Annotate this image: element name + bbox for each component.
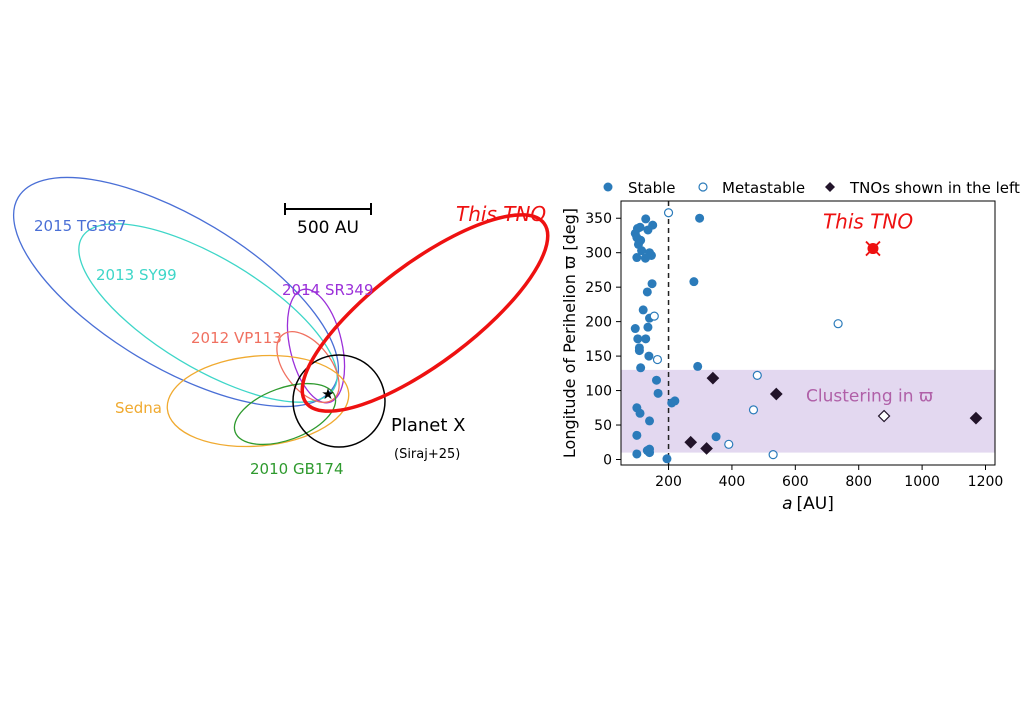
stable-point xyxy=(641,334,651,344)
stable-point xyxy=(632,430,642,440)
orbit-this-tno xyxy=(300,213,550,413)
label-2013-sy99: 2013 SY99 xyxy=(96,266,177,284)
shown-tno-point xyxy=(706,371,720,385)
stable-point xyxy=(638,305,648,315)
stable-point xyxy=(640,253,650,263)
y-tick-label: 100 xyxy=(585,384,612,400)
x-axis-label-symbol: a xyxy=(782,494,792,514)
metastable-point xyxy=(833,319,843,329)
clustering-label: Clustering in ϖ xyxy=(806,386,933,406)
metastable-point xyxy=(724,439,734,449)
y-tick-label: 200 xyxy=(585,315,612,331)
stable-point xyxy=(647,279,657,289)
metastable-point xyxy=(652,354,663,365)
label-2010-gb174: 2010 GB174 xyxy=(250,460,344,478)
stable-point xyxy=(689,277,699,287)
label-2012-vp113: 2012 VP113 xyxy=(191,329,282,347)
legend-shown-label: TNOs shown in the left xyxy=(849,179,1020,197)
x-axis-label: a [AU] xyxy=(782,494,834,514)
this-tno-label: This TNO xyxy=(823,210,913,234)
this-tno-marker xyxy=(865,240,881,257)
stable-point xyxy=(695,213,705,223)
label-2014-sr349: 2014 SR349 xyxy=(282,281,374,299)
shown-tno-point xyxy=(684,435,698,449)
y-tick-label: 350 xyxy=(585,211,612,227)
orbit-2015-tg387 xyxy=(12,176,340,408)
stable-point xyxy=(633,334,643,344)
clustering-band xyxy=(621,369,995,453)
legend-metastable-marker xyxy=(698,182,708,192)
orbit-2012-vp113 xyxy=(276,331,340,403)
stable-point xyxy=(653,388,663,398)
shown-tno-point xyxy=(877,409,891,423)
metastable-point xyxy=(649,311,659,321)
label-this-tno: This TNO xyxy=(456,202,546,226)
metastable-point xyxy=(748,405,759,415)
stable-point xyxy=(693,361,703,371)
legend-stable-marker xyxy=(603,182,613,192)
stable-point xyxy=(645,448,655,458)
orbit-2010-gb174 xyxy=(233,382,337,446)
stable-point xyxy=(637,246,647,256)
orbit-sedna xyxy=(166,354,350,448)
label-sedna: Sedna xyxy=(115,399,162,417)
y-tick-label: 50 xyxy=(594,418,612,434)
stable-point xyxy=(651,375,661,385)
y-tick-label: 0 xyxy=(603,452,612,468)
legend: Stable Metastable TNOs shown in the left xyxy=(603,179,1020,197)
sun-star-icon: ★ xyxy=(321,385,334,403)
stable-point xyxy=(634,346,644,356)
y-tick-label: 250 xyxy=(585,280,612,296)
x-tick-label: 400 xyxy=(719,474,746,490)
axis-ticks: 200 400 600 800 1000 1200 0 50 100 150 200 250 300 35… xyxy=(585,211,1003,490)
stable-point xyxy=(643,322,653,332)
x-tick-label: 1000 xyxy=(904,474,940,490)
stable-point xyxy=(645,416,655,426)
x-tick-label: 800 xyxy=(845,474,872,490)
metastable-point xyxy=(752,370,762,380)
x-tick-label: 200 xyxy=(655,474,682,490)
shown-tno-point xyxy=(969,411,983,425)
y-tick-label: 300 xyxy=(585,246,612,262)
this-tno-cross-b xyxy=(865,240,881,257)
stable-point xyxy=(632,253,642,263)
legend-metastable-label: Metastable xyxy=(722,179,805,197)
legend-shown-marker xyxy=(825,182,835,192)
stable-point xyxy=(630,324,640,334)
stable-point xyxy=(644,351,654,361)
stable-point xyxy=(632,449,642,459)
stable-point xyxy=(662,454,672,464)
plot-frame xyxy=(620,200,996,466)
stable-point xyxy=(648,220,658,230)
metastable-point xyxy=(768,450,778,460)
legend-stable-label: Stable xyxy=(628,179,676,197)
orbit-2013-sy99 xyxy=(78,223,338,403)
y-axis-label: Longitude of Perihelion ϖ [deg] xyxy=(560,208,579,458)
metastable-point xyxy=(663,208,674,218)
scale-bar: 500 AU xyxy=(284,203,372,238)
shown-tno-point xyxy=(700,442,713,455)
shown-tno-point xyxy=(769,387,783,401)
label-planet-x: Planet X xyxy=(391,415,465,436)
label-planet-x-reference: (Siraj+25) xyxy=(394,447,460,462)
orbit-diagram: 500 AU ★ 2015 TG387 2013 SY99 2014 SR349… xyxy=(12,176,550,478)
stable-point xyxy=(635,222,645,232)
stable-point xyxy=(642,287,652,297)
label-2015-tg387: 2015 TG387 xyxy=(34,217,126,235)
scale-bar-label: 500 AU xyxy=(297,218,359,238)
stable-point xyxy=(636,363,646,373)
data-points xyxy=(630,208,983,464)
x-tick-label: 1200 xyxy=(968,474,1004,490)
x-tick-label: 600 xyxy=(782,474,809,490)
orbit-2014-sr349 xyxy=(286,288,346,404)
stable-point xyxy=(711,432,721,442)
stable-point xyxy=(667,398,677,408)
x-axis-label-unit: [AU] xyxy=(797,494,834,514)
y-tick-label: 150 xyxy=(585,349,612,365)
stable-point xyxy=(641,214,651,224)
stable-point xyxy=(635,408,645,418)
scatter-chart: Stable Metastable TNOs shown in the left… xyxy=(560,179,1020,514)
planet-x-orbit xyxy=(292,354,386,448)
